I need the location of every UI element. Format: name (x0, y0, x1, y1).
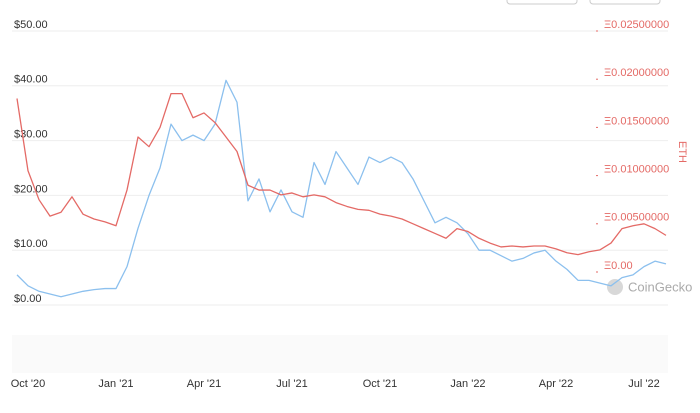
y-tick-label: $50.00 (14, 19, 48, 31)
grid (12, 30, 668, 306)
price-line (16, 79, 667, 298)
y2-tick-label: Ξ0.02000000 (604, 67, 669, 79)
y2-tick-label: Ξ0.01000000 (604, 164, 669, 176)
y-tick-label: $30.00 (14, 129, 48, 141)
y2-tick-label: Ξ0.00500000 (604, 212, 669, 224)
x-tick-label: Apr '21 (187, 378, 222, 390)
y2-tick-label: Ξ0.00 (604, 260, 633, 272)
watermark: CoinGecko (628, 279, 692, 294)
x-tick-label: Oct '21 (363, 378, 398, 390)
y2-tick-label: Ξ0.01500000 (604, 115, 669, 127)
y-tick-label: $40.00 (14, 74, 48, 86)
y-tick-label: $20.00 (14, 183, 48, 195)
x-tick-label: Oct '20 (11, 378, 46, 390)
volume-area (12, 335, 668, 373)
x-tick-label: Jan '22 (450, 378, 485, 390)
y2-axis-label: ETH (676, 141, 688, 163)
watermark-logo (607, 279, 623, 295)
x-tick-label: Apr '22 (539, 378, 574, 390)
x-tick-label: Jul '21 (276, 378, 307, 390)
y-tick-label: $10.00 (14, 238, 48, 250)
range-button[interactable] (506, 0, 578, 5)
price-line (16, 93, 667, 256)
y-tick-label: $0.00 (14, 293, 42, 305)
y2-tick-label: Ξ0.02500000 (604, 19, 669, 31)
x-tick-label: Jul '22 (628, 378, 659, 390)
range-button[interactable] (589, 0, 661, 5)
x-tick-label: Jan '21 (98, 378, 133, 390)
